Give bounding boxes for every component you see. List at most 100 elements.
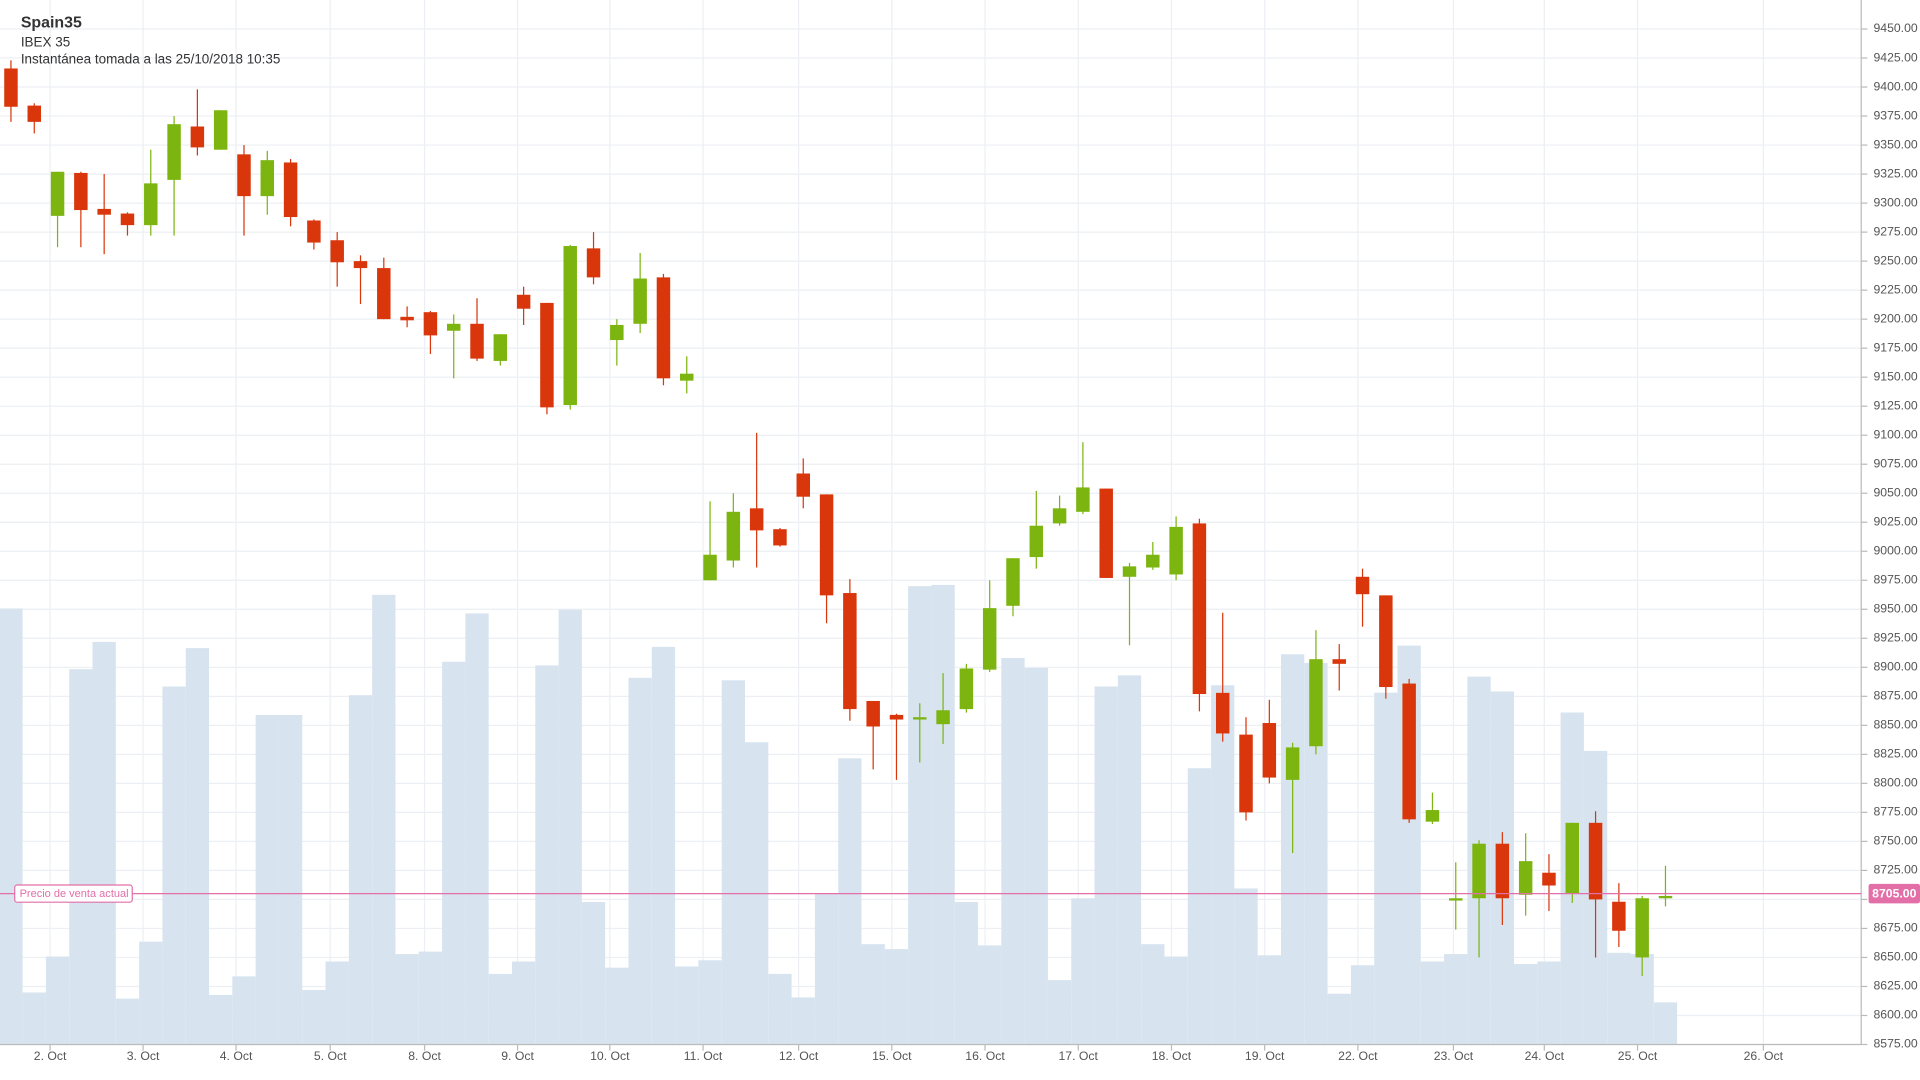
candle-body — [1379, 595, 1393, 688]
y-tick-label: 9350.00 — [1873, 137, 1917, 151]
candle-body — [1518, 861, 1533, 895]
candle-body — [633, 278, 647, 324]
candle-body — [283, 162, 298, 218]
candle-body — [213, 110, 228, 150]
volume-bar — [1607, 952, 1631, 1045]
y-tick-label: 8800.00 — [1873, 776, 1917, 790]
volume-bar — [791, 997, 815, 1045]
candle-body — [1495, 843, 1510, 899]
volume-bar — [884, 949, 909, 1045]
volume-bar — [0, 608, 23, 1045]
candle-body — [889, 714, 904, 720]
x-tick-label: 3. Oct — [127, 1049, 160, 1063]
volume-bar — [325, 961, 349, 1045]
y-tick-label: 8725.00 — [1873, 863, 1917, 877]
y-tick-label: 9025.00 — [1873, 514, 1917, 528]
candle-body — [400, 316, 414, 321]
candle-body — [703, 554, 717, 581]
volume-bar — [1117, 675, 1142, 1045]
candle-body — [1355, 576, 1370, 595]
candle-body — [1658, 895, 1673, 899]
candle-body — [959, 668, 974, 710]
candle-body — [1332, 659, 1346, 664]
x-tick-label: 9. Oct — [501, 1049, 534, 1063]
volume-layer — [0, 584, 1678, 1045]
volume-bar — [558, 609, 582, 1045]
candle-body — [1588, 822, 1603, 900]
y-tick-label: 9375.00 — [1873, 108, 1917, 122]
candle-body — [540, 302, 554, 408]
volume-bar — [1257, 955, 1281, 1045]
candle-body — [1449, 898, 1463, 901]
x-tick-label: 19. Oct — [1245, 1049, 1285, 1063]
y-tick-label: 8875.00 — [1873, 689, 1917, 703]
volume-bar — [1164, 956, 1188, 1045]
volume-bar — [978, 945, 1002, 1045]
y-tick-label: 8950.00 — [1873, 602, 1917, 616]
candle-body — [237, 154, 251, 197]
volume-bar — [861, 944, 885, 1045]
x-tick-label: 15. Oct — [872, 1049, 912, 1063]
y-tick-label: 9225.00 — [1873, 282, 1917, 296]
y-tick-label: 9050.00 — [1873, 485, 1917, 499]
candle-body — [586, 248, 601, 278]
volume-bar — [605, 967, 629, 1045]
volume-bar — [255, 714, 279, 1045]
x-tick-label: 25. Oct — [1618, 1049, 1658, 1063]
candle-body — [4, 68, 18, 107]
price-line-text: Precio de venta actual — [20, 888, 129, 900]
y-tick-label: 9150.00 — [1873, 369, 1917, 383]
volume-bar — [69, 669, 93, 1045]
candle-body — [1192, 523, 1207, 695]
volume-bar — [1327, 993, 1351, 1045]
y-tick-label: 9000.00 — [1873, 543, 1917, 557]
volume-bar — [721, 680, 746, 1045]
volume-bar — [139, 941, 163, 1045]
candle-body — [50, 171, 65, 216]
volume-bar — [931, 584, 955, 1045]
candle-body — [1029, 525, 1044, 558]
y-tick-label: 8750.00 — [1873, 834, 1917, 848]
candle-body — [843, 593, 857, 710]
y-tick-label: 8650.00 — [1873, 950, 1917, 964]
chart-subtitle: IBEX 35 — [21, 34, 70, 49]
volume-bar — [372, 594, 396, 1045]
volume-bar — [768, 973, 792, 1045]
volume-bar — [1304, 662, 1328, 1045]
candle-body — [773, 529, 787, 546]
y-tick-label: 9275.00 — [1873, 224, 1917, 238]
candle-body — [423, 312, 438, 336]
y-tick-label: 9325.00 — [1873, 166, 1917, 180]
price-line-tag — [14, 884, 133, 903]
y-tick-label: 8775.00 — [1873, 805, 1917, 819]
volume-bar — [1211, 685, 1235, 1045]
y-tick-label: 9400.00 — [1873, 79, 1917, 93]
y-tick-label: 9100.00 — [1873, 427, 1917, 441]
price-value-label: 8705.00 — [1872, 886, 1916, 900]
volume-bar — [22, 992, 46, 1045]
volume-bar — [581, 902, 606, 1045]
candle-body — [1425, 810, 1440, 822]
volume-bar — [535, 665, 559, 1045]
candle-body — [1052, 508, 1067, 524]
y-tick-label: 8575.00 — [1873, 1037, 1917, 1051]
volume-bar — [908, 586, 932, 1045]
y-tick-label: 8850.00 — [1873, 718, 1917, 732]
candle-body — [120, 213, 135, 226]
volume-bar — [465, 613, 489, 1045]
candle-body — [982, 608, 997, 670]
volume-bar — [628, 677, 652, 1045]
candle-body — [563, 246, 577, 406]
volume-bar — [278, 714, 303, 1045]
x-tick-label: 8. Oct — [408, 1049, 441, 1063]
candle-body — [167, 124, 181, 180]
volume-bar — [1024, 667, 1048, 1045]
candle-body — [27, 105, 41, 122]
volume-bar — [814, 893, 839, 1045]
x-tick-label: 22. Oct — [1338, 1049, 1378, 1063]
x-tick-label: 2. Oct — [34, 1049, 67, 1063]
volume-bar — [162, 686, 186, 1045]
candle-body — [1169, 526, 1183, 575]
